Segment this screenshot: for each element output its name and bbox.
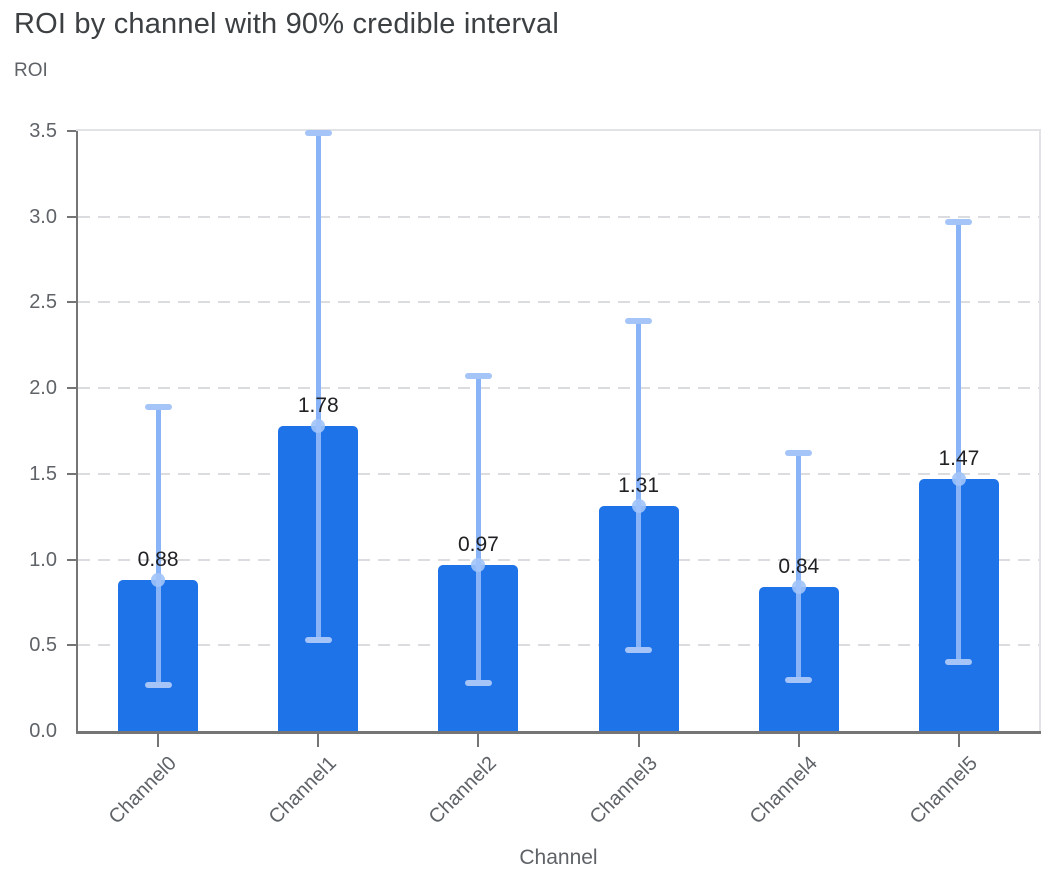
y-tick-label: 3.5 — [29, 120, 57, 142]
plot-frame-right — [1039, 129, 1041, 734]
y-tick-label: 1.5 — [29, 462, 57, 485]
plot-frame-top — [76, 129, 1041, 131]
error-bar-cap-lower — [464, 680, 492, 686]
error-bar-line — [636, 321, 642, 651]
error-bar-line — [956, 221, 962, 663]
error-bar-mean-dot — [951, 472, 966, 486]
plot-area: 0.0 0.5 1.0 1.5 2.0 2.5 3.0 3.5 0.88 Channel0 1.78… — [29, 120, 1039, 828]
error-bar-cap-upper — [144, 404, 172, 410]
x-tick-mark — [317, 734, 320, 747]
error-bar-mean-dot — [311, 418, 326, 433]
gridline — [78, 387, 1039, 390]
y-tick-mark — [67, 215, 76, 218]
error-bar-line — [475, 376, 481, 683]
x-tick-mark — [477, 734, 480, 747]
x-tick-mark — [637, 734, 640, 747]
error-bar-line — [155, 407, 161, 685]
y-tick-label: 2.0 — [29, 377, 57, 400]
y-tick-label: 3.0 — [29, 205, 57, 228]
gridline — [78, 558, 1039, 561]
error-bar-cap-upper — [625, 318, 653, 325]
y-tick-label: 0.0 — [29, 720, 57, 742]
y-tick-label: 0.5 — [29, 634, 57, 657]
error-bar-cap-lower — [144, 681, 172, 688]
error-bar-mean-dot — [631, 499, 646, 514]
error-bar-line — [315, 132, 321, 641]
error-bar-mean-dot — [151, 573, 166, 588]
y-tick-mark — [67, 472, 76, 475]
y-tick-mark — [67, 130, 76, 132]
error-bar-cap-upper — [304, 129, 332, 136]
y-tick-mark — [67, 644, 76, 647]
bar-value-label: 0.97 — [457, 532, 499, 556]
bar-value-label: 1.47 — [938, 447, 980, 470]
bar-value-label: 0.88 — [137, 548, 179, 572]
error-bar-cap-upper — [464, 373, 492, 380]
x-axis-line — [76, 731, 1041, 734]
gridline — [78, 472, 1039, 475]
y-tick-label: 1.0 — [29, 548, 57, 571]
y-tick-mark — [67, 387, 76, 390]
bar-value-label: 0.84 — [778, 555, 820, 578]
y-tick-mark — [67, 301, 76, 304]
error-bar-cap-lower — [945, 659, 973, 666]
x-tick-mark — [957, 734, 960, 747]
bar-value-label: 1.31 — [618, 474, 660, 498]
error-bar-cap-upper — [785, 450, 813, 457]
error-bar-line — [796, 453, 802, 680]
error-bar-mean-dot — [791, 580, 806, 594]
x-tick-mark — [797, 734, 800, 747]
gridline — [78, 644, 1039, 647]
error-bar-cap-upper — [945, 218, 973, 225]
error-bar-mean-dot — [471, 557, 486, 572]
y-axis-line — [76, 131, 78, 731]
gridline — [78, 301, 1039, 304]
gridline — [78, 215, 1039, 218]
error-bar-cap-lower — [625, 647, 653, 654]
y-tick-label: 2.5 — [29, 291, 57, 314]
chart-title: ROI by channel with 90% credible interva… — [14, 8, 559, 40]
x-tick-mark — [157, 734, 160, 747]
bar-value-label: 1.78 — [297, 393, 339, 417]
y-tick-mark — [67, 558, 76, 561]
error-bar-cap-lower — [304, 637, 332, 644]
x-axis-title: Channel — [519, 846, 598, 869]
error-bar-cap-lower — [785, 676, 813, 683]
y-axis-title: ROI — [14, 60, 48, 81]
